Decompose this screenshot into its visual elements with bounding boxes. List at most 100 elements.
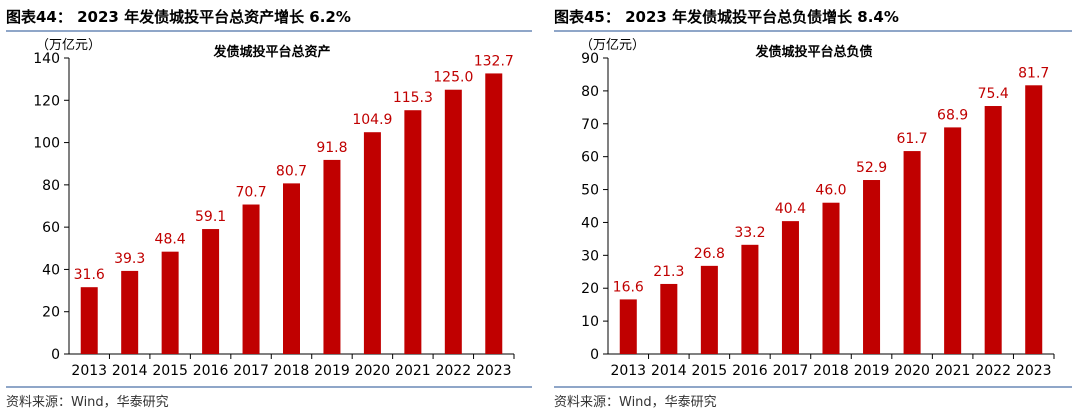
y-tick-label: 90 bbox=[581, 51, 599, 67]
bar bbox=[202, 229, 220, 354]
bar bbox=[363, 132, 381, 354]
x-tick-label: 2019 bbox=[854, 363, 890, 379]
x-tick-label: 2023 bbox=[1016, 363, 1052, 379]
unit-label: （万亿元） bbox=[36, 38, 101, 53]
data-label: 46.0 bbox=[815, 183, 846, 199]
total-liabilities-bar-chart: （万亿元） 发债城投平台总负债 0 10 20 30 40 50 60 70 80 90 2013 16.… bbox=[580, 38, 1055, 379]
data-label: 52.9 bbox=[856, 160, 887, 176]
bar bbox=[161, 251, 179, 354]
x-tick-label: 2013 bbox=[610, 363, 646, 379]
chart-title: 发债城投平台总负债 bbox=[754, 44, 872, 60]
y-tick-label: 0 bbox=[590, 347, 599, 363]
y-tick-label: 60 bbox=[581, 150, 599, 166]
caption-divider bbox=[6, 30, 532, 32]
x-tick-label: 2013 bbox=[71, 363, 107, 379]
data-label: 132.7 bbox=[474, 53, 514, 69]
y-tick-label: 50 bbox=[581, 183, 599, 199]
y-tick-label: 80 bbox=[581, 84, 599, 100]
caption-divider bbox=[554, 30, 1072, 32]
y-tick-label: 100 bbox=[33, 136, 60, 152]
total-assets-bar-chart: （万亿元） 发债城投平台总资产 0 20 40 60 80 100 120 140 2013 31.6… bbox=[33, 38, 515, 379]
bar bbox=[121, 270, 139, 354]
bar bbox=[323, 159, 341, 354]
y-tick-label: 80 bbox=[42, 178, 60, 194]
y-tick-label: 0 bbox=[51, 347, 60, 363]
data-label: 70.7 bbox=[235, 185, 266, 201]
bar bbox=[822, 202, 840, 354]
bar bbox=[944, 127, 962, 354]
bar bbox=[863, 180, 881, 354]
data-label: 48.4 bbox=[155, 232, 186, 248]
bar bbox=[242, 204, 260, 354]
bar bbox=[700, 265, 718, 354]
figure-caption: 图表44： 2023 年发债城投平台总资产增长 6.2% bbox=[6, 8, 351, 26]
bar bbox=[741, 244, 759, 354]
y-tick-label: 30 bbox=[581, 248, 599, 264]
x-tick-label: 2016 bbox=[732, 363, 768, 379]
y-tick-label: 140 bbox=[33, 51, 60, 67]
x-tick-label: 2016 bbox=[193, 363, 229, 379]
data-label: 59.1 bbox=[195, 209, 226, 225]
data-label: 125.0 bbox=[433, 70, 473, 86]
y-tick-label: 20 bbox=[581, 281, 599, 297]
x-tick-label: 2021 bbox=[935, 363, 971, 379]
x-tick-label: 2018 bbox=[813, 363, 849, 379]
data-label: 39.3 bbox=[114, 251, 145, 267]
data-label: 61.7 bbox=[897, 131, 928, 147]
source-divider bbox=[6, 386, 532, 388]
data-label: 75.4 bbox=[978, 86, 1009, 102]
y-tick-label: 40 bbox=[42, 262, 60, 278]
data-label: 80.7 bbox=[276, 163, 307, 179]
x-tick-label: 2015 bbox=[692, 363, 728, 379]
figure-caption: 图表45： 2023 年发债城投平台总负债增长 8.4% bbox=[554, 8, 899, 26]
figure-source: 资料来源：Wind，华泰研究 bbox=[554, 395, 717, 410]
x-tick-label: 2022 bbox=[435, 363, 471, 379]
x-tick-label: 2017 bbox=[233, 363, 269, 379]
x-tick-label: 2022 bbox=[975, 363, 1011, 379]
x-tick-label: 2020 bbox=[894, 363, 930, 379]
bar bbox=[444, 89, 462, 354]
bar bbox=[903, 151, 921, 354]
data-label: 40.4 bbox=[775, 201, 806, 217]
data-label: 21.3 bbox=[653, 264, 684, 280]
y-tick-label: 10 bbox=[581, 314, 599, 330]
x-tick-label: 2021 bbox=[395, 363, 431, 379]
x-tick-label: 2015 bbox=[152, 363, 188, 379]
y-tick-label: 40 bbox=[581, 215, 599, 231]
data-label: 115.3 bbox=[393, 90, 433, 106]
y-tick-label: 70 bbox=[581, 117, 599, 133]
x-tick-label: 2018 bbox=[274, 363, 310, 379]
figure-45: 图表45： 2023 年发债城投平台总负债增长 8.4% （万亿元） 发债城投平台… bbox=[548, 0, 1080, 412]
data-label: 33.2 bbox=[734, 225, 765, 241]
chart-title: 发债城投平台总资产 bbox=[212, 44, 330, 60]
x-tick-label: 2017 bbox=[773, 363, 809, 379]
x-tick-label: 2023 bbox=[476, 363, 512, 379]
unit-label: （万亿元） bbox=[580, 38, 645, 53]
y-tick-label: 20 bbox=[42, 305, 60, 321]
data-label: 68.9 bbox=[937, 107, 968, 123]
figure-44: 图表44： 2023 年发债城投平台总资产增长 6.2% （万亿元） 发债城投平台… bbox=[6, 8, 532, 410]
bar bbox=[1025, 85, 1043, 354]
data-label: 16.6 bbox=[613, 279, 644, 295]
bar bbox=[283, 183, 300, 354]
data-label: 104.9 bbox=[352, 112, 392, 128]
bar bbox=[984, 106, 1002, 354]
x-tick-label: 2014 bbox=[651, 363, 687, 379]
bar bbox=[485, 73, 503, 354]
data-label: 26.8 bbox=[694, 246, 725, 262]
bar bbox=[660, 283, 678, 354]
bar bbox=[781, 221, 799, 354]
data-label: 31.6 bbox=[74, 267, 105, 283]
bar bbox=[619, 299, 637, 354]
bar bbox=[404, 110, 422, 354]
data-label: 91.8 bbox=[316, 140, 347, 156]
figure-source: 资料来源：Wind，华泰研究 bbox=[6, 395, 169, 410]
data-label: 81.7 bbox=[1018, 65, 1049, 81]
x-tick-label: 2020 bbox=[355, 363, 391, 379]
source-divider bbox=[554, 386, 1072, 388]
y-tick-label: 120 bbox=[33, 93, 60, 109]
x-tick-label: 2019 bbox=[314, 363, 350, 379]
bar bbox=[80, 287, 98, 354]
x-tick-label: 2014 bbox=[112, 363, 148, 379]
y-tick-label: 60 bbox=[42, 220, 60, 236]
